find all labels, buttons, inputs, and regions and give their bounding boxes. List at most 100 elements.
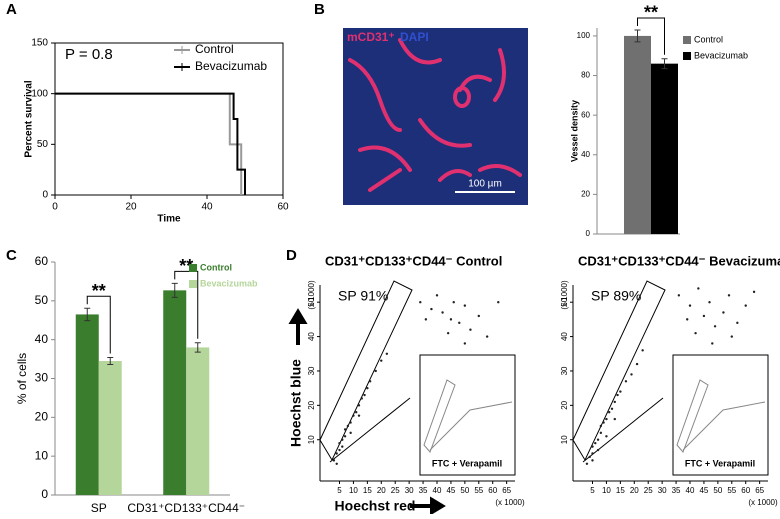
x-tick-label: 30 [405, 486, 414, 495]
point [591, 452, 594, 455]
inset-gate [676, 379, 709, 453]
point [360, 397, 363, 400]
error-bar [194, 342, 201, 353]
x-tick-label: 10 [349, 486, 358, 495]
image-label: mCD31⁺ [347, 30, 395, 44]
axis-unit: (x 1000) [495, 498, 525, 507]
inset-boundary [682, 401, 766, 451]
x-tick-label: SP [91, 501, 107, 514]
error-bar [107, 357, 114, 366]
y-tick-label: 10 [560, 435, 569, 444]
legend-label: Control [694, 34, 723, 44]
point [599, 424, 603, 428]
x-tick-label: 20 [630, 486, 639, 495]
point [355, 411, 358, 414]
point [608, 411, 611, 414]
x-tick-label: 25 [391, 486, 400, 495]
x-tick-label: 20 [125, 202, 137, 213]
axis-unit: (x 1000) [748, 498, 778, 507]
point [477, 314, 480, 318]
point [591, 459, 594, 462]
x-tick-label: 65 [502, 486, 511, 495]
x-tick-label: 25 [644, 486, 653, 495]
point [463, 342, 467, 345]
point [591, 445, 594, 448]
point [635, 362, 639, 366]
point [366, 386, 369, 390]
point [363, 393, 366, 397]
bar [624, 35, 651, 234]
point [335, 462, 338, 466]
x-tick-label: 60 [741, 486, 750, 495]
point [624, 380, 628, 383]
error-bar [171, 282, 178, 298]
x-tick-label: 35 [419, 486, 428, 495]
arrow [288, 308, 308, 345]
y-tick-label: 80 [581, 71, 590, 80]
y-tick-label: 60 [581, 110, 590, 119]
y-axis-label: Percent survival [24, 80, 35, 157]
axis-unit: (x 1000) [560, 280, 569, 310]
point [357, 404, 361, 407]
point [349, 431, 352, 435]
y-axis-label: % of cells [15, 353, 29, 404]
point [374, 369, 377, 373]
point [435, 294, 439, 297]
annotation: SP 89% [591, 288, 641, 304]
x-axis-label: Hoechst red [335, 498, 416, 514]
legend-swatch [189, 280, 197, 288]
chart-title: CD31⁺CD133⁺CD44⁻ Control [325, 253, 502, 268]
x-tick-label: 0 [52, 202, 58, 213]
y-tick-label: 10 [307, 435, 316, 444]
x-tick-label: 35 [672, 486, 681, 495]
point [485, 335, 489, 338]
annotation: P = 0.8 [65, 46, 113, 63]
chart-title: CD31⁺CD133⁺CD44⁻ Bevacizumab [578, 253, 780, 268]
x-tick-label: 50 [460, 486, 469, 495]
significance-bracket [637, 17, 665, 55]
point [357, 414, 361, 417]
y-tick-label: 20 [560, 400, 569, 409]
y-tick-label: 100 [577, 31, 591, 40]
y-tick-label: 0 [42, 190, 48, 201]
point [708, 300, 711, 304]
x-tick-label: 55 [474, 486, 483, 495]
gate [319, 280, 413, 462]
significance-bracket [86, 295, 111, 354]
point [469, 328, 472, 331]
point [497, 300, 500, 304]
bar [98, 361, 122, 495]
point [332, 459, 336, 462]
error-bar [634, 29, 641, 43]
point [616, 393, 619, 397]
point [599, 431, 603, 435]
point [677, 294, 681, 297]
point [335, 452, 338, 455]
y-tick-label: 50 [560, 297, 569, 306]
point [449, 318, 453, 321]
point [341, 438, 344, 441]
point [430, 307, 433, 311]
point [341, 445, 344, 448]
legend-label: Bevacizumab [694, 50, 748, 60]
plot-frame [54, 42, 284, 196]
significance-label: ** [92, 281, 106, 301]
point [452, 300, 455, 304]
y-tick-label: 50 [37, 139, 49, 150]
point [585, 462, 589, 466]
x-tick-label: 30 [658, 486, 667, 495]
annotation: SP 91% [338, 288, 388, 304]
point [727, 294, 731, 297]
y-tick-label: 100 [31, 88, 48, 99]
error-bar [661, 58, 668, 70]
x-tick-label: 40 [433, 486, 442, 495]
y-tick-label: 150 [31, 38, 48, 49]
point [736, 321, 739, 325]
x-tick-label: 5 [590, 486, 595, 495]
x-tick-label: 15 [616, 486, 625, 495]
gate-boundary [329, 397, 411, 463]
point [688, 304, 692, 307]
point [385, 352, 389, 355]
inset-gate [423, 379, 456, 453]
x-tick-label: 60 [488, 486, 497, 495]
